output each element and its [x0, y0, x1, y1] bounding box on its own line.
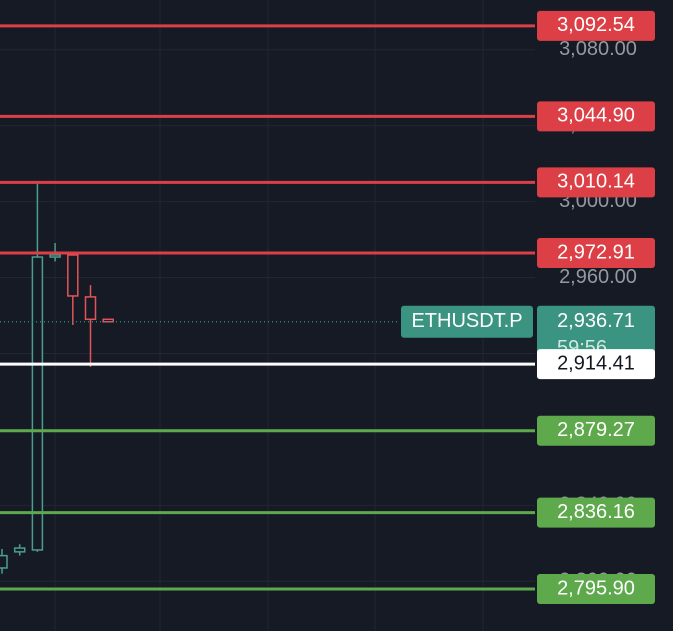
y-tick-label: 3,080.00 [559, 38, 637, 60]
candle-body [0, 554, 8, 569]
y-tick-label: 2,960.00 [559, 266, 637, 288]
last-price-label: 2,936.71 [557, 310, 635, 332]
symbol-label: ETHUSDT.P [411, 310, 522, 332]
price-label: 2,836.16 [557, 501, 635, 523]
candle-body [84, 296, 97, 321]
price-label: 2,972.91 [557, 241, 635, 263]
price-badge [537, 10, 655, 41]
price-label: 2,879.27 [557, 419, 635, 441]
price-badge [537, 574, 655, 605]
price-label: 2,914.41 [557, 352, 635, 374]
symbol-badge [401, 305, 533, 338]
price-label: 2,795.90 [557, 577, 635, 599]
price-label: 3,092.54 [557, 14, 635, 36]
price-badge [537, 101, 655, 132]
x-grid [54, 0, 484, 631]
candle-body [13, 547, 26, 553]
price-badge [537, 349, 655, 380]
price-label: 3,010.14 [557, 171, 635, 193]
candle-body [49, 254, 61, 258]
candle-body [31, 256, 44, 551]
price-badge [537, 415, 655, 446]
candle-body [67, 254, 79, 297]
price-label: 3,044.90 [557, 105, 635, 127]
price-badge [537, 497, 655, 528]
price-badge [537, 238, 655, 269]
price-badge [537, 167, 655, 198]
